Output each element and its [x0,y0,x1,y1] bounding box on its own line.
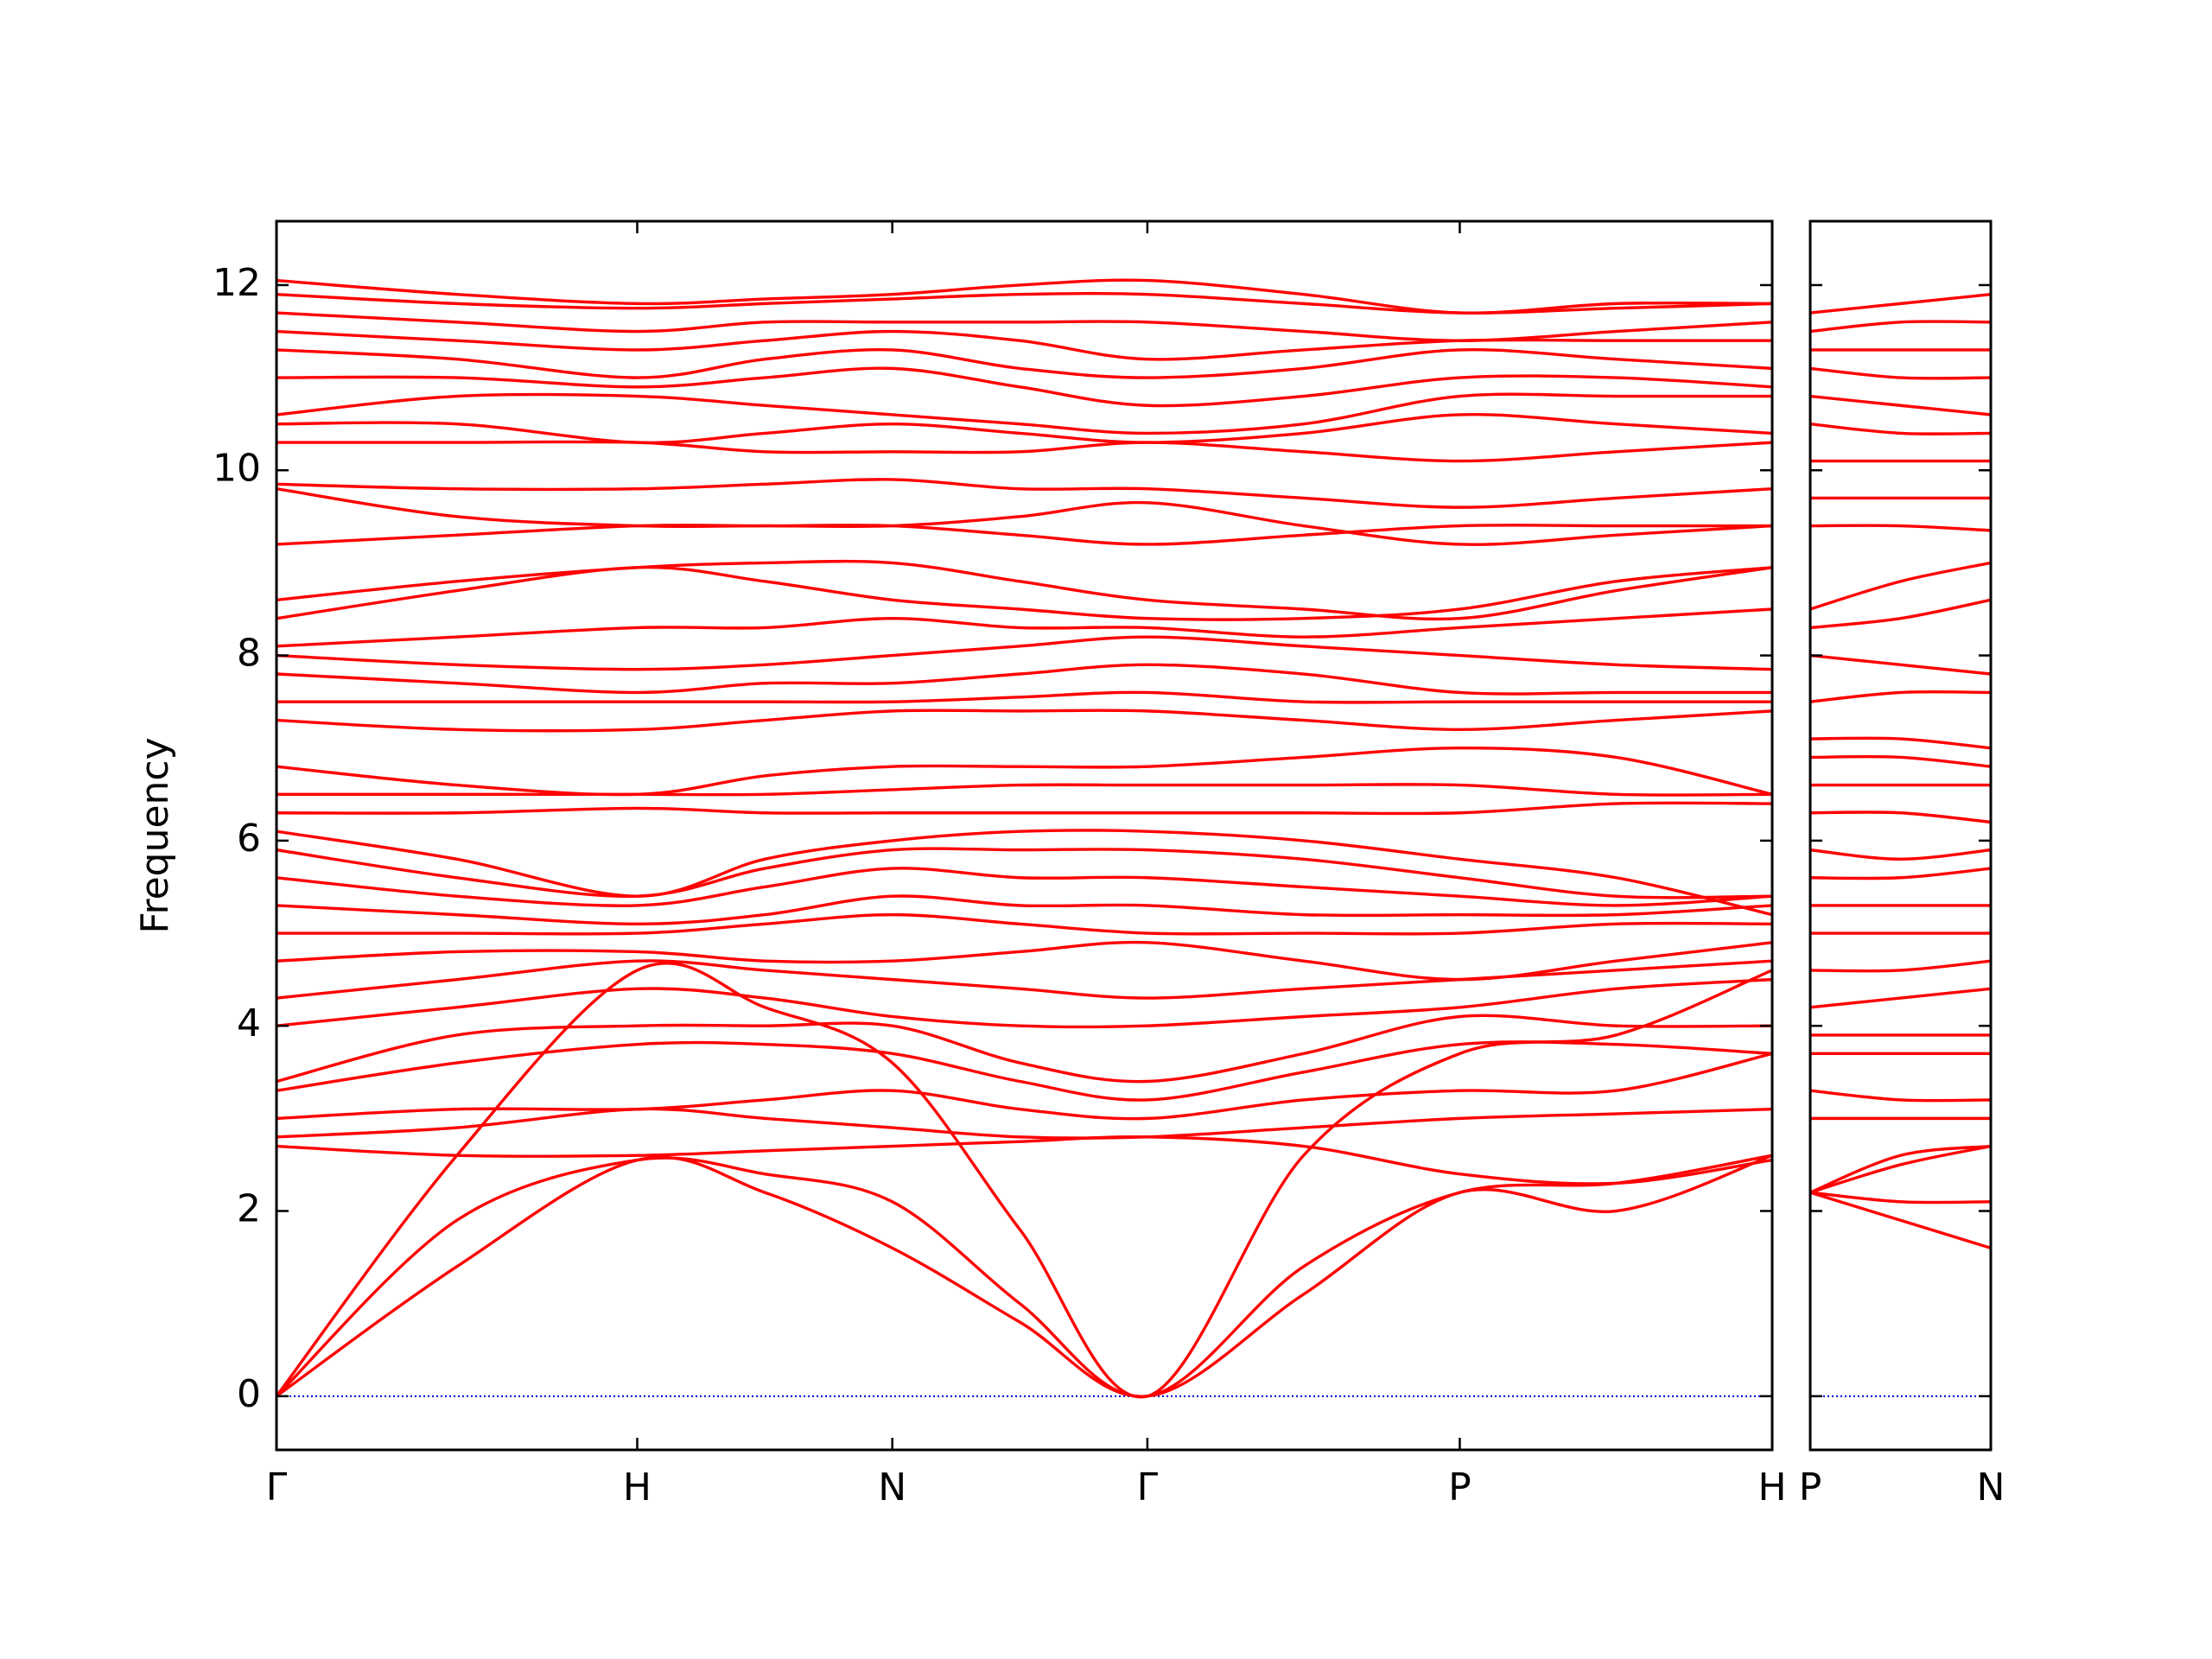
y-tick-label: 0 [237,1372,261,1416]
band-line [276,487,1772,546]
band-line [276,847,1772,899]
band-line [276,347,1772,379]
band-line [276,663,1772,696]
band-line [276,1135,1772,1185]
band-line [276,977,1772,1029]
band-line [276,1052,1772,1121]
y-axis-label: Frequency [133,737,177,933]
band-line [1810,959,1991,973]
x-tick-label: Γ [266,1465,288,1510]
band-line [1810,524,1991,532]
band-line [276,894,1772,926]
y-tick-label: 2 [237,1187,261,1231]
band-line [1810,598,1991,630]
y-tick-label: 4 [237,1001,261,1046]
band-line [276,607,1772,648]
band-line [276,1154,1772,1398]
band-line [276,747,1772,797]
band-line [1810,848,1991,861]
band-line [1810,653,1991,676]
band-line [276,366,1772,408]
band-line [276,559,1772,621]
band-line [276,690,1772,704]
x-tick-label: P [1448,1465,1471,1510]
band-line [276,635,1772,671]
band-line [1810,810,1991,824]
band-line [276,1154,1772,1398]
band-line [1810,292,1991,315]
band-line [276,1014,1772,1084]
band-line [276,829,1772,917]
band-line [1810,736,1991,750]
band-line [276,801,1772,816]
x-tick-label: N [878,1465,906,1510]
x-tick-label: N [1977,1465,2005,1510]
band-line [276,1107,1772,1140]
band-line [276,524,1772,546]
band-line [1810,867,1991,880]
band-line [276,311,1772,342]
band-line [276,392,1772,435]
band-line [1810,1089,1991,1103]
axes-frame [275,219,1774,1452]
band-line [1810,1144,1991,1194]
band-line [276,478,1772,509]
band-line [276,440,1772,463]
x-tick-label: H [623,1465,652,1510]
band-line [276,959,1772,1000]
band-line [1810,366,1991,380]
band-line [1810,987,1991,1009]
band-line [276,278,1772,315]
band-line [1810,422,1991,435]
band-line [276,912,1772,936]
band-line [276,783,1772,797]
y-tick-label: 12 [213,261,261,305]
band-line [276,940,1772,982]
y-tick-label: 10 [213,446,261,490]
axes-frame [1808,219,1993,1452]
band-line [276,962,1772,1399]
band-line [1810,320,1991,334]
band-line [276,709,1772,733]
x-tick-label: P [1799,1465,1822,1510]
y-tick-label: 6 [237,817,261,861]
band-line [276,565,1772,621]
x-tick-label: Γ [1137,1465,1159,1510]
band-line [1810,561,1991,611]
band-line [276,413,1772,445]
band-line [1810,754,1991,768]
band-line [1810,1191,1991,1250]
y-tick-label: 8 [237,632,261,676]
band-line [1810,394,1991,416]
x-tick-label: H [1758,1465,1786,1510]
band-line [1810,1191,1991,1205]
band-line [276,1040,1772,1102]
band-line [276,867,1772,907]
band-line [1810,1144,1991,1194]
band-line [1810,690,1991,703]
